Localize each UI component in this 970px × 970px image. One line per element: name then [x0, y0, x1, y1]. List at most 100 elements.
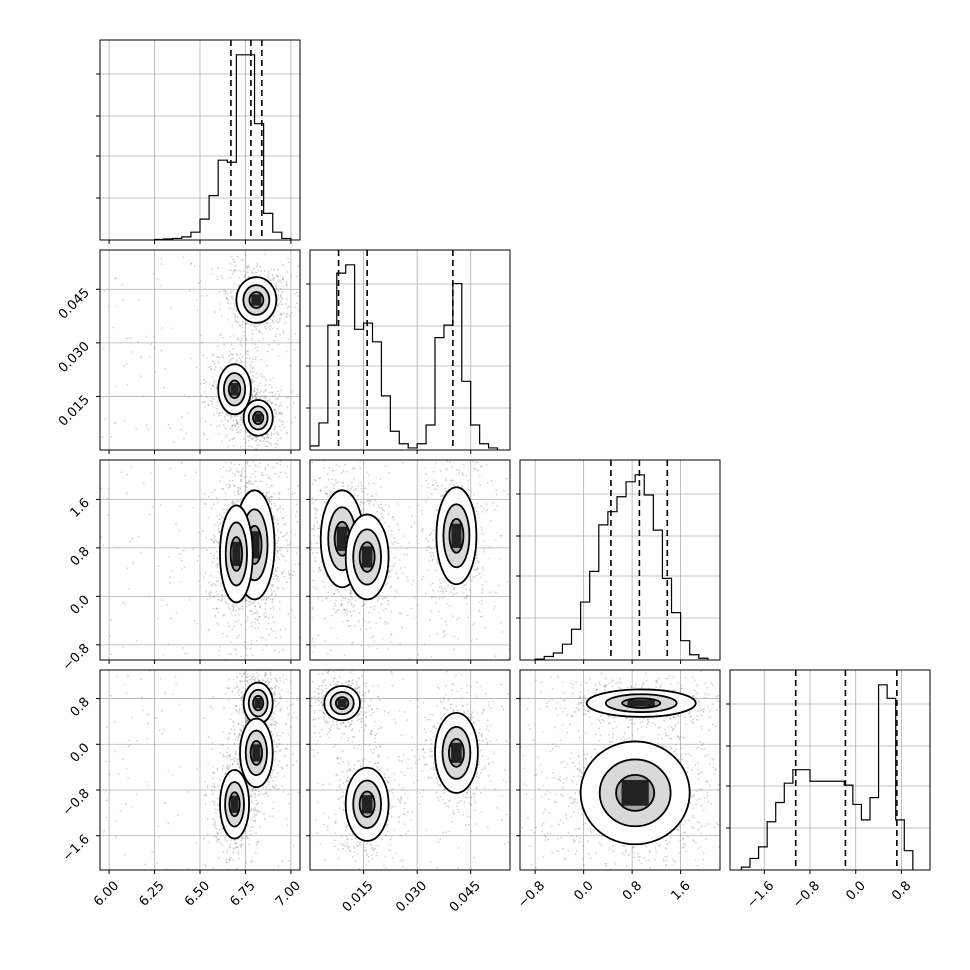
- sample-point: [281, 517, 284, 520]
- sample-point: [101, 436, 104, 438]
- sample-point: [276, 522, 279, 525]
- sample-point: [473, 506, 476, 509]
- sample-point: [458, 616, 461, 619]
- sample-point: [388, 575, 390, 578]
- sample-point: [228, 483, 231, 486]
- sample-point: [251, 366, 254, 369]
- sample-point: [293, 563, 296, 566]
- sample-point: [331, 478, 334, 481]
- sample-point: [410, 583, 413, 586]
- sample-point: [241, 323, 244, 326]
- sample-point: [445, 469, 448, 471]
- sample-point: [225, 483, 228, 486]
- sample-point: [317, 570, 320, 573]
- sample-point: [115, 819, 118, 822]
- sample-point: [277, 390, 279, 393]
- sample-point: [213, 398, 215, 401]
- sample-point: [274, 409, 277, 412]
- sample-point: [192, 548, 194, 551]
- sample-point: [254, 627, 256, 630]
- sample-point: [284, 472, 287, 475]
- sample-point: [324, 492, 327, 495]
- sample-point: [317, 535, 319, 538]
- sample-point: [452, 479, 455, 482]
- sample-point: [237, 490, 240, 493]
- sample-point: [250, 398, 253, 401]
- sample-point: [234, 705, 237, 707]
- scatter-points: [103, 670, 300, 870]
- sample-point: [388, 472, 391, 474]
- sample-point: [449, 483, 451, 486]
- sample-point: [346, 611, 349, 613]
- sample-point: [277, 550, 280, 553]
- sample-point: [251, 395, 253, 397]
- sample-point: [272, 466, 275, 469]
- sample-point: [232, 720, 235, 722]
- sample-point: [211, 360, 214, 363]
- sample-point: [316, 521, 319, 524]
- sample-point: [279, 437, 282, 440]
- sample-point: [246, 271, 249, 274]
- sample-point: [217, 580, 220, 583]
- sample-point: [218, 290, 221, 293]
- sample-point: [417, 653, 420, 656]
- sample-point: [329, 599, 332, 602]
- sample-point: [486, 482, 489, 484]
- sample-point: [235, 653, 238, 655]
- sample-point: [451, 595, 454, 598]
- sample-point: [240, 492, 243, 494]
- sample-point: [346, 613, 349, 616]
- sample-point: [203, 406, 206, 408]
- sample-point: [354, 488, 357, 490]
- sample-point: [461, 586, 464, 589]
- sample-point: [370, 637, 373, 639]
- sample-point: [344, 589, 347, 591]
- sample-point: [267, 477, 270, 480]
- sample-point: [277, 355, 280, 357]
- sample-point: [251, 437, 253, 440]
- sample-point: [283, 426, 286, 429]
- sample-point: [231, 501, 234, 503]
- sample-point: [203, 794, 206, 797]
- sample-point: [277, 587, 280, 589]
- sample-point: [476, 469, 479, 472]
- panel-frame: [309, 249, 511, 451]
- sample-point: [151, 506, 154, 508]
- sample-point: [280, 404, 283, 407]
- sample-point: [258, 391, 261, 394]
- sample-point: [494, 508, 497, 511]
- sample-point: [398, 612, 401, 615]
- sample-point: [244, 322, 247, 325]
- sample-point: [276, 529, 279, 532]
- sample-point: [233, 312, 235, 315]
- sample-point: [239, 845, 242, 848]
- sample-point: [205, 571, 207, 574]
- sample-point: [270, 444, 273, 447]
- sample-point: [207, 495, 210, 498]
- sample-point: [248, 465, 251, 467]
- sample-point: [277, 439, 279, 442]
- sample-point: [277, 303, 280, 305]
- sample-point: [242, 724, 245, 727]
- sample-point: [282, 554, 285, 557]
- sample-point: [363, 508, 365, 511]
- sample-point: [234, 265, 237, 268]
- sample-point: [172, 440, 175, 443]
- sample-point: [229, 291, 232, 294]
- sample-point: [346, 601, 349, 604]
- sample-point: [389, 632, 392, 635]
- sample-point: [210, 574, 212, 577]
- sample-point: [429, 634, 432, 637]
- sample-point: [274, 335, 277, 338]
- sample-point: [336, 636, 339, 639]
- sample-point: [209, 365, 212, 368]
- sample-point: [210, 388, 213, 390]
- sample-point: [441, 588, 444, 591]
- sample-point: [271, 395, 274, 397]
- sample-point: [434, 545, 437, 548]
- sample-point: [237, 426, 240, 428]
- sample-point: [415, 535, 418, 538]
- sample-point: [238, 634, 240, 637]
- sample-point: [319, 476, 322, 479]
- sample-point: [273, 268, 276, 271]
